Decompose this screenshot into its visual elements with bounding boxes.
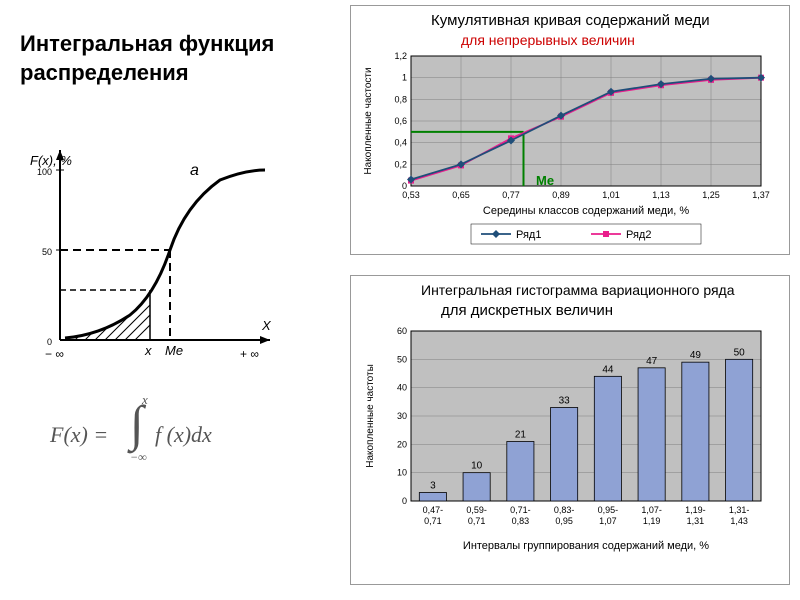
svg-text:1,01: 1,01 <box>602 190 620 200</box>
cumulative-chart: Кумулятивная кривая содержаний меди для … <box>350 5 790 255</box>
formula-lhs: F(x) = <box>50 422 108 448</box>
svg-text:Ряд2: Ряд2 <box>626 229 651 241</box>
bottom-chart-heading: Интегральная гистограмма вариационного р… <box>421 282 735 298</box>
formula-integrand: f (x)dx <box>155 422 212 448</box>
svg-text:Середины классов содержаний ме: Середины классов содержаний меди, % <box>483 205 689 217</box>
ytick-100: 100 <box>37 167 52 177</box>
svg-text:0,71-: 0,71- <box>510 505 531 515</box>
svg-text:50: 50 <box>734 347 746 358</box>
formula-upper: x <box>142 392 148 408</box>
svg-text:0,6: 0,6 <box>394 116 407 126</box>
svg-text:40: 40 <box>397 383 407 393</box>
svg-text:Интервалы группирования содерж: Интервалы группирования содержаний меди,… <box>463 540 709 552</box>
svg-text:1,43: 1,43 <box>730 516 748 526</box>
ytick-50: 50 <box>42 247 52 257</box>
svg-text:20: 20 <box>397 439 407 449</box>
top-chart-heading: Кумулятивная кривая содержаний меди <box>431 12 710 29</box>
cdf-formula: F(x) = ∫ x −∞ f (x)dx <box>50 400 270 470</box>
svg-text:0,77: 0,77 <box>502 190 520 200</box>
me-annotation: Me <box>536 173 554 188</box>
me-mark: Me <box>165 343 183 358</box>
svg-text:1,07: 1,07 <box>599 516 617 526</box>
svg-text:0,71: 0,71 <box>424 516 442 526</box>
cdf-sketch: 0 50 100 F(x), % X a x Me − ∞ + ∞ <box>10 130 300 380</box>
corner-label: a <box>190 162 199 179</box>
svg-text:0,65: 0,65 <box>452 190 470 200</box>
svg-text:0,59-: 0,59- <box>466 505 487 515</box>
svg-text:0,83: 0,83 <box>512 516 530 526</box>
svg-text:44: 44 <box>602 364 614 375</box>
svg-text:1,2: 1,2 <box>394 51 407 61</box>
top-chart-subtitle: для непрерывных величин <box>461 32 635 48</box>
svg-text:1,31: 1,31 <box>687 516 705 526</box>
bottom-chart-subtitle: для дискретных величин <box>441 302 613 319</box>
x-axis-label: X <box>261 318 272 333</box>
svg-text:0,83-: 0,83- <box>554 505 575 515</box>
svg-text:1,19: 1,19 <box>643 516 661 526</box>
y-axis-label: F(x), % <box>30 153 72 168</box>
svg-text:0,71: 0,71 <box>468 516 486 526</box>
svg-text:60: 60 <box>397 326 407 336</box>
svg-text:0,8: 0,8 <box>394 94 407 104</box>
svg-text:50: 50 <box>397 354 407 364</box>
svg-text:Ряд1: Ряд1 <box>516 229 541 241</box>
svg-text:Накопленные частости: Накопленные частости <box>363 67 374 174</box>
histogram-svg: 010203040506030,47-0,71100,59-0,71210,71… <box>351 276 791 586</box>
x-mark: x <box>144 343 152 358</box>
svg-text:0,95-: 0,95- <box>598 505 619 515</box>
histogram-chart: Интегральная гистограмма вариационного р… <box>350 275 790 585</box>
title-line1: Интегральная функция <box>20 31 274 56</box>
svg-text:Накопленные частоты: Накопленные частоты <box>365 364 376 468</box>
pos-inf: + ∞ <box>240 347 259 361</box>
svg-text:30: 30 <box>397 411 407 421</box>
svg-text:0,89: 0,89 <box>552 190 570 200</box>
svg-text:10: 10 <box>471 461 483 472</box>
svg-text:1,19-: 1,19- <box>685 505 706 515</box>
svg-text:1,25: 1,25 <box>702 190 720 200</box>
title-line2: распределения <box>20 60 189 85</box>
svg-text:3: 3 <box>430 481 436 492</box>
svg-text:0,2: 0,2 <box>394 159 407 169</box>
svg-text:10: 10 <box>397 468 407 478</box>
svg-text:0,4: 0,4 <box>394 138 407 148</box>
svg-text:33: 33 <box>559 396 571 407</box>
svg-text:1: 1 <box>402 73 407 83</box>
svg-text:1,13: 1,13 <box>652 190 670 200</box>
svg-text:0: 0 <box>402 496 407 506</box>
svg-text:21: 21 <box>515 430 527 441</box>
svg-text:1,31-: 1,31- <box>729 505 750 515</box>
svg-text:0,95: 0,95 <box>555 516 573 526</box>
neg-inf: − ∞ <box>45 347 64 361</box>
formula-lower: −∞ <box>130 450 147 465</box>
svg-text:47: 47 <box>646 356 658 367</box>
page-title: Интегральная функция распределения <box>20 30 274 87</box>
svg-text:1,37: 1,37 <box>752 190 770 200</box>
svg-text:0,53: 0,53 <box>402 190 420 200</box>
ytick-0: 0 <box>47 337 52 347</box>
svg-text:49: 49 <box>690 350 702 361</box>
svg-text:0,47-: 0,47- <box>423 505 444 515</box>
svg-text:1,07-: 1,07- <box>641 505 662 515</box>
